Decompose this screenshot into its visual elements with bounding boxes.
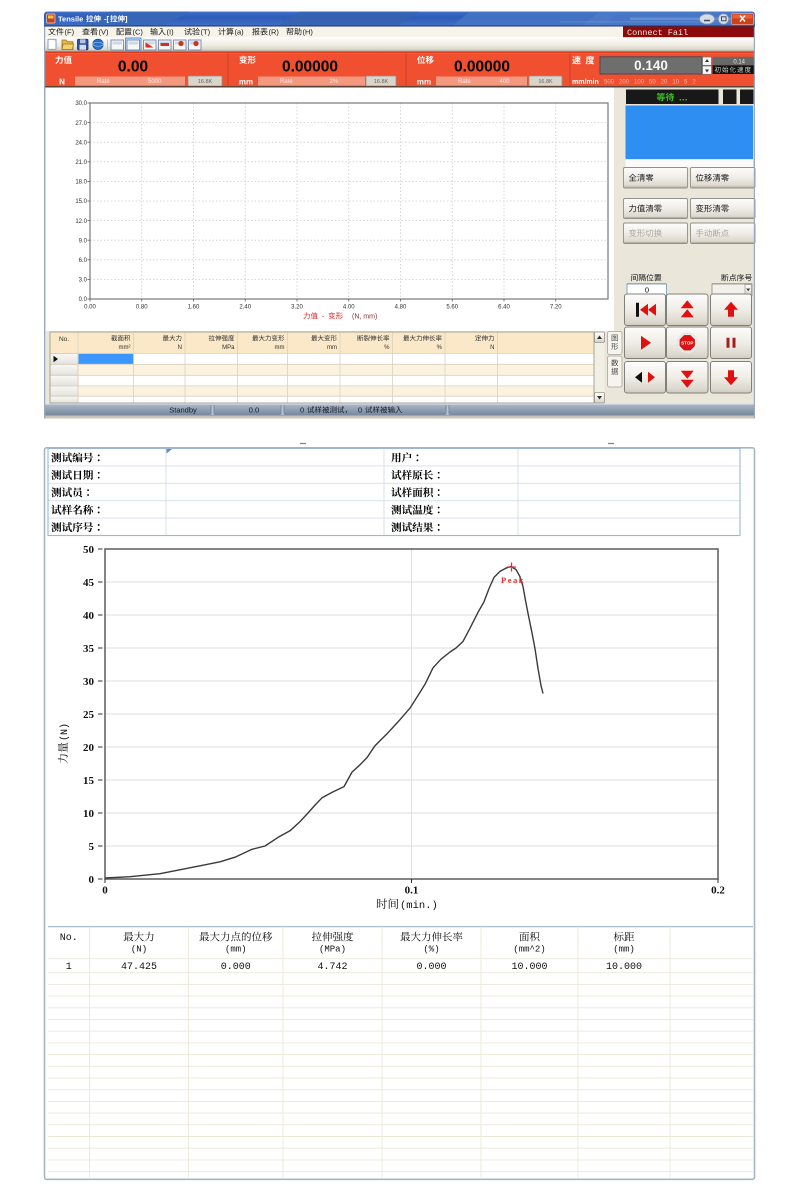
svg-text:mm/min: mm/min — [572, 79, 599, 86]
svg-text:6.0: 6.0 — [79, 258, 88, 264]
svg-text:12.0: 12.0 — [75, 219, 87, 225]
svg-text:mm: mm — [275, 345, 285, 351]
svg-text:3.0: 3.0 — [79, 278, 88, 284]
svg-text:(V): (V) — [99, 28, 110, 37]
svg-text:45: 45 — [83, 577, 95, 589]
svg-text:mm: mm — [327, 345, 337, 351]
svg-text:No.: No. — [60, 933, 78, 944]
svg-text:30.0: 30.0 — [75, 101, 87, 107]
svg-text:0.00: 0.00 — [84, 305, 96, 311]
svg-text:Rate: Rate — [458, 79, 471, 85]
svg-text:0.14: 0.14 — [733, 60, 745, 66]
svg-text:STOP: STOP — [681, 341, 693, 346]
svg-text:0: 0 — [645, 286, 649, 295]
svg-text:(N): (N) — [131, 945, 147, 955]
svg-text:mm²: mm² — [119, 345, 131, 351]
svg-text:10.000: 10.000 — [511, 962, 547, 973]
svg-text:(T): (T) — [201, 28, 211, 37]
svg-text:2%: 2% — [330, 79, 339, 85]
svg-text:20: 20 — [83, 742, 95, 754]
svg-text:0.0: 0.0 — [249, 406, 259, 415]
svg-text:10: 10 — [83, 808, 95, 820]
svg-text:]: ] — [125, 15, 128, 24]
svg-text:0.80: 0.80 — [136, 305, 148, 311]
svg-text:0.000: 0.000 — [416, 962, 446, 973]
svg-text:0: 0 — [300, 406, 304, 415]
svg-text:Standby: Standby — [169, 406, 197, 415]
svg-text:N: N — [490, 345, 494, 351]
svg-text:0.00000: 0.00000 — [454, 59, 510, 76]
svg-text:(H): (H) — [303, 28, 314, 37]
svg-text:4.00: 4.00 — [343, 305, 355, 311]
svg-text:0: 0 — [358, 406, 362, 415]
svg-text:0: 0 — [89, 874, 95, 886]
svg-text:18.0: 18.0 — [75, 180, 87, 186]
svg-text:4.80: 4.80 — [395, 305, 407, 311]
svg-text:(%): (%) — [423, 945, 439, 955]
svg-text:(mm): (mm) — [225, 945, 247, 955]
svg-text:24.0: 24.0 — [75, 140, 87, 146]
svg-text:(a): (a) — [235, 28, 245, 37]
svg-text:6.40: 6.40 — [498, 305, 510, 311]
svg-text:30: 30 — [83, 676, 95, 688]
svg-text:5.60: 5.60 — [446, 305, 458, 311]
svg-text:0.00000: 0.00000 — [282, 59, 338, 76]
svg-text:(I): (I) — [167, 28, 175, 37]
svg-text:No.: No. — [59, 336, 69, 343]
svg-text:15.0: 15.0 — [75, 199, 87, 205]
svg-text:MPa: MPa — [222, 345, 235, 351]
svg-text:mm: mm — [417, 78, 431, 87]
svg-text:1: 1 — [66, 962, 72, 973]
svg-text:7.20: 7.20 — [550, 305, 562, 311]
svg-text:16.8K: 16.8K — [198, 79, 213, 85]
svg-text:4.742: 4.742 — [317, 962, 347, 973]
svg-text:0.2: 0.2 — [711, 885, 725, 897]
svg-text:5000: 5000 — [148, 79, 162, 85]
svg-text:(N, mm): (N, mm) — [352, 314, 377, 321]
svg-text:Tensile: Tensile — [58, 15, 83, 24]
svg-text:(N): (N) — [59, 723, 71, 741]
svg-text:3.20: 3.20 — [291, 305, 303, 311]
svg-text:%: % — [437, 345, 443, 351]
svg-text:Rate: Rate — [97, 79, 110, 85]
svg-text:10.000: 10.000 — [606, 962, 642, 973]
svg-text:9.0: 9.0 — [79, 238, 88, 244]
svg-text:0.00: 0.00 — [118, 59, 148, 76]
svg-text:2.40: 2.40 — [239, 305, 251, 311]
svg-text:400: 400 — [500, 79, 511, 85]
svg-text:25: 25 — [83, 709, 95, 721]
svg-text:47.425: 47.425 — [121, 962, 157, 973]
svg-text:N: N — [59, 78, 65, 87]
svg-text:500 200 100 50 20 10: 500 200 100 50 20 10 5 2 — [604, 80, 696, 86]
svg-text:(mm^2): (mm^2) — [513, 945, 545, 955]
svg-text:16.8K: 16.8K — [374, 79, 389, 85]
svg-text:16.8K: 16.8K — [538, 79, 553, 85]
svg-text:N: N — [178, 345, 182, 351]
svg-text:0.1: 0.1 — [405, 885, 419, 897]
svg-text:(mm): (mm) — [613, 945, 635, 955]
svg-text:-[: -[ — [104, 15, 109, 24]
svg-text:Peak: Peak — [501, 575, 525, 585]
svg-text:Connect Fail: Connect Fail — [627, 28, 688, 38]
svg-text:0.140: 0.140 — [634, 58, 668, 73]
svg-text:mm: mm — [239, 78, 253, 87]
svg-text:27.0: 27.0 — [75, 121, 87, 127]
svg-text:1.60: 1.60 — [188, 305, 200, 311]
svg-text:(R): (R) — [269, 28, 280, 37]
svg-text:(min.): (min.) — [400, 900, 438, 912]
svg-text:40: 40 — [83, 610, 95, 622]
svg-text:(F): (F) — [65, 28, 75, 37]
svg-text:21.0: 21.0 — [75, 160, 87, 166]
svg-text:15: 15 — [83, 775, 95, 787]
svg-text:50: 50 — [83, 544, 95, 556]
svg-text:%: % — [384, 345, 390, 351]
svg-text:(MPa): (MPa) — [319, 945, 346, 955]
svg-text:5: 5 — [89, 841, 95, 853]
svg-text:35: 35 — [83, 643, 95, 655]
svg-text:(C): (C) — [133, 28, 144, 37]
svg-text:0.000: 0.000 — [221, 962, 251, 973]
svg-text:Rate: Rate — [280, 79, 293, 85]
svg-text:0: 0 — [102, 885, 108, 897]
svg-text:0.0: 0.0 — [79, 297, 88, 303]
